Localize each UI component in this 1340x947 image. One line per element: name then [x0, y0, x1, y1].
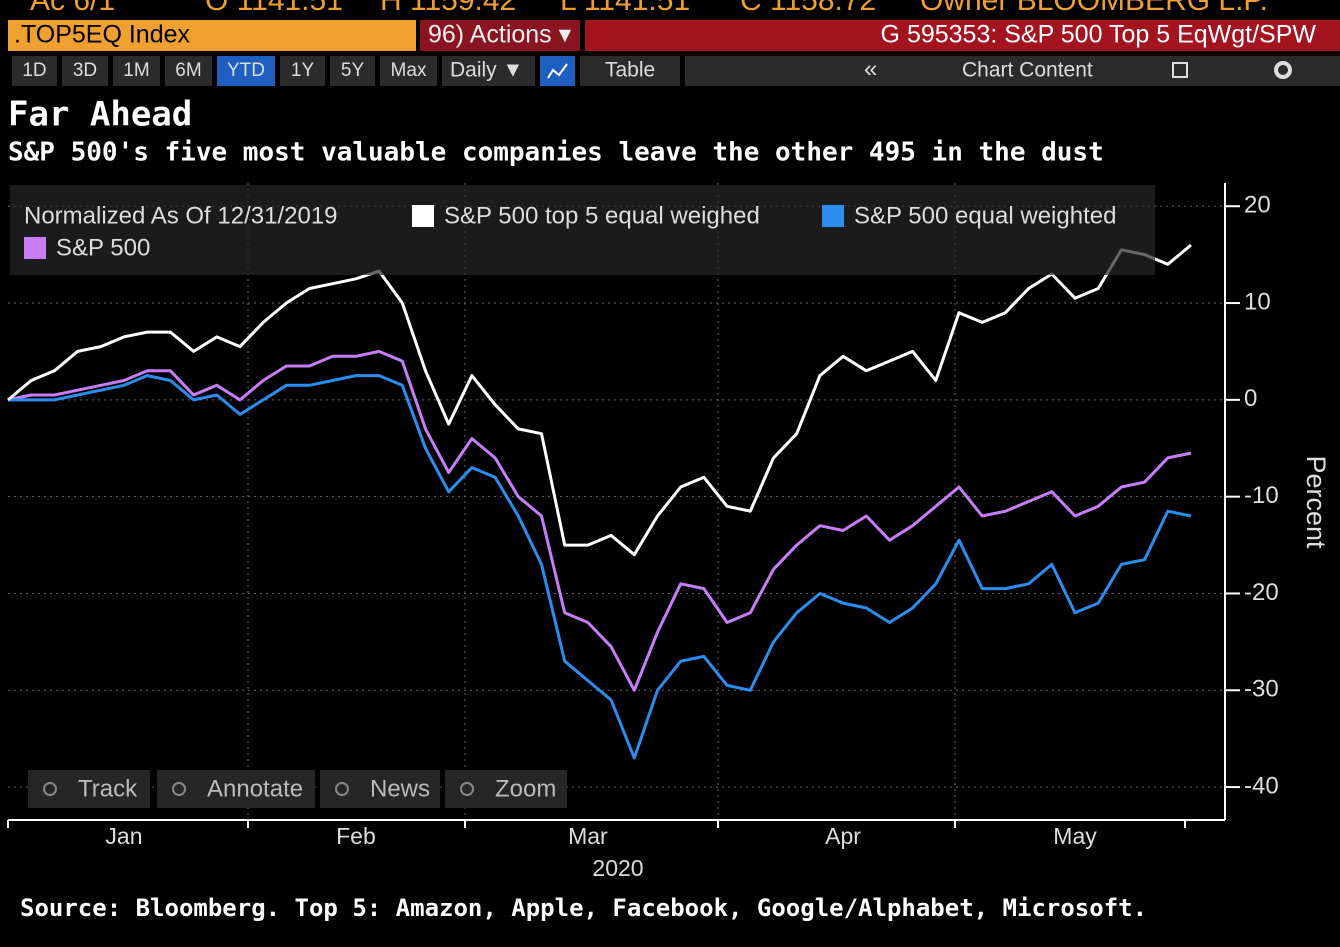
x-tick-label: Mar — [568, 823, 608, 849]
tool-icon — [460, 782, 474, 796]
ticker-box[interactable] — [8, 20, 416, 51]
collapse[interactable]: « — [864, 55, 877, 82]
quote-item: Ac 6/1 — [30, 0, 115, 17]
range-label: 1Y — [291, 60, 315, 81]
tool-label: Track — [78, 775, 138, 802]
y-tick-label: -40 — [1244, 772, 1279, 799]
chart-subtitle: S&P 500's five most valuable companies l… — [8, 138, 1104, 168]
chart-content[interactable]: Chart Content — [962, 59, 1093, 82]
quote-item: Owner BLOOMBERG L.P. — [920, 0, 1268, 17]
tool-label: News — [370, 775, 430, 802]
range-label: 1D — [22, 60, 46, 81]
tool-icon — [43, 782, 57, 796]
legend-label: S&P 500 — [56, 234, 150, 261]
range-label: 3D — [73, 60, 97, 81]
tool-button[interactable] — [445, 770, 567, 808]
y-tick-label: 20 — [1244, 192, 1271, 219]
range-label: YTD — [227, 60, 265, 81]
security: G 595353: S&P 500 Top 5 EqWgt/SPW — [881, 21, 1317, 49]
y-tick-label: -10 — [1244, 482, 1279, 509]
legend-label: S&P 500 equal weighted — [854, 202, 1116, 229]
y-tick-label: 10 — [1244, 288, 1271, 315]
legend-swatch — [24, 237, 46, 259]
tool-label: Zoom — [495, 775, 556, 802]
x-axis-year: 2020 — [592, 855, 643, 881]
actions-label: 96) Actions ▾ — [428, 21, 572, 49]
quote-item: L 1141.51 — [560, 0, 690, 17]
quote-item: O 1141.51 — [205, 0, 343, 17]
tool-icon — [335, 782, 349, 796]
legend-swatch — [412, 205, 434, 227]
y-tick-label: 0 — [1244, 385, 1257, 412]
tool-button[interactable] — [320, 770, 440, 808]
source: Source: Bloomberg. Top 5: Amazon, Apple,… — [20, 894, 1147, 922]
range-button[interactable] — [62, 56, 108, 86]
vertical-grid — [247, 183, 956, 820]
chart-type-button[interactable] — [540, 56, 575, 86]
x-tick-label: Apr — [825, 823, 861, 849]
y-tick-label: -30 — [1244, 676, 1279, 703]
ticker: .TOP5EQ Index — [14, 21, 191, 49]
range-label: 5Y — [341, 60, 365, 81]
chart-icon — [547, 63, 568, 79]
range-button[interactable] — [113, 56, 160, 86]
x-tick-label: May — [1053, 823, 1097, 849]
series-line — [7, 349, 1192, 692]
range-button[interactable] — [165, 56, 212, 86]
content-bar — [685, 56, 1340, 86]
legend-swatch — [822, 205, 844, 227]
tool-button[interactable] — [157, 770, 315, 808]
legend-box — [10, 185, 1155, 275]
range-button[interactable] — [280, 56, 325, 86]
legend-title: Normalized As Of 12/31/2019 — [24, 202, 338, 229]
tool-label: Annotate — [207, 775, 303, 802]
range-bar: 1D 3D 1M 6M YTD 1Y 5Y Max — [12, 56, 437, 86]
range-button[interactable] — [380, 56, 437, 86]
table-button[interactable] — [580, 56, 680, 86]
range-label: Max — [391, 60, 427, 81]
range-button[interactable] — [217, 56, 275, 86]
chart-title: Far Ahead — [8, 95, 192, 135]
frequency: Daily ▼ — [450, 59, 523, 82]
month-boundaries — [7, 820, 1186, 828]
security-bar — [585, 20, 1340, 51]
table-label: Table — [605, 59, 655, 82]
y-tick-label: -20 — [1244, 579, 1279, 606]
series-line — [8, 374, 1192, 760]
plot: 20 10 0 -10 -20 -30 -40 Jan Feb Mar Apr May Normaliz… — [7, 185, 1279, 849]
range-label: 1M — [123, 60, 149, 81]
range-button[interactable] — [12, 56, 57, 86]
quote-line: Ac 6/1 O 1141.51 H 1159.42 L 1141.51 C 1158.… — [30, 0, 1268, 17]
series-line — [7, 243, 1192, 557]
tool-icon — [172, 782, 186, 796]
edit-icon[interactable] — [1172, 62, 1188, 78]
y-axis-label: Percent — [1301, 455, 1331, 549]
settings-icon[interactable] — [1274, 61, 1292, 79]
x-tick-label: Jan — [105, 823, 142, 849]
range-button[interactable] — [330, 56, 375, 86]
quote-item: C 1158.72 — [740, 0, 876, 17]
range-label: 6M — [175, 60, 201, 81]
x-tick-label: Feb — [336, 823, 376, 849]
quote-item: H 1159.42 — [380, 0, 516, 17]
frequency-button[interactable] — [442, 56, 535, 86]
legend-label: S&P 500 top 5 equal weighed — [444, 202, 760, 229]
tool-button[interactable] — [28, 770, 150, 808]
actions-button[interactable] — [420, 20, 580, 51]
